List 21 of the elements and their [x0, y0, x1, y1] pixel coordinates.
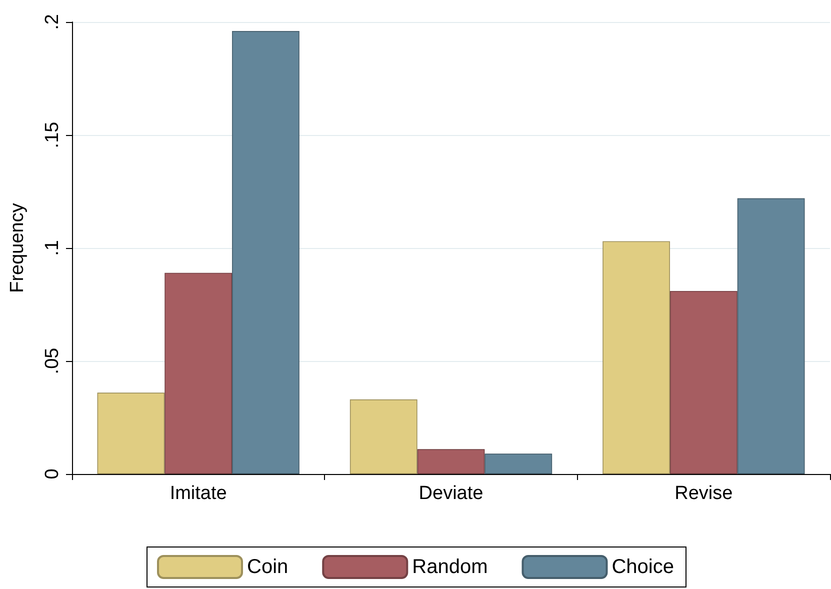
bar: [350, 399, 418, 474]
legend-label: Choice: [612, 556, 674, 578]
bar: [164, 272, 232, 474]
legend-label: Coin: [247, 556, 288, 578]
y-axis-title: Frequency: [7, 202, 28, 293]
x-tick-label: Imitate: [170, 483, 227, 504]
y-tick-label: 0: [42, 468, 63, 480]
bar: [670, 290, 738, 474]
bar: [602, 241, 670, 474]
bar: [484, 454, 552, 474]
y-tick-label: .2: [42, 14, 63, 30]
bar: [97, 392, 165, 474]
bar: [232, 31, 300, 474]
y-tick-label: .15: [42, 122, 63, 148]
y-tick-label: .1: [42, 240, 63, 256]
bar: [417, 449, 485, 474]
y-tick-label: .05: [42, 348, 63, 374]
bar: [737, 198, 805, 474]
x-tick-label: Revise: [674, 483, 733, 504]
x-tick-label: Deviate: [418, 483, 484, 504]
legend-label: Random: [412, 556, 488, 578]
